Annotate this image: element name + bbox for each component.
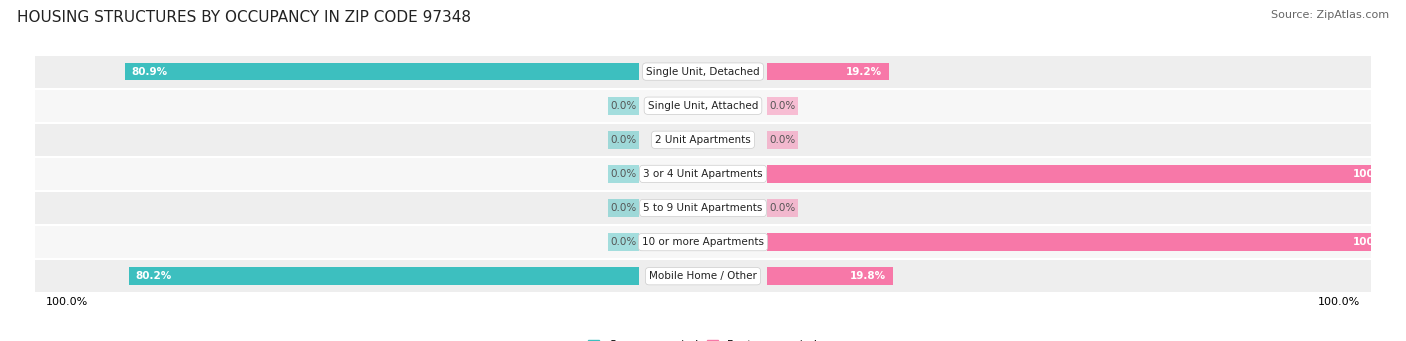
Text: 80.9%: 80.9% [131, 66, 167, 77]
Bar [35, 191, 1371, 225]
Text: 19.2%: 19.2% [846, 66, 883, 77]
Bar [35, 89, 1371, 123]
Bar [607, 233, 640, 251]
Text: 100.0%: 100.0% [1353, 169, 1396, 179]
Bar [607, 165, 640, 183]
Bar [35, 225, 1371, 259]
Bar [766, 63, 889, 80]
Bar [607, 199, 640, 217]
Text: 0.0%: 0.0% [610, 135, 636, 145]
Bar [766, 165, 1403, 183]
Bar [766, 233, 1403, 251]
Text: HOUSING STRUCTURES BY OCCUPANCY IN ZIP CODE 97348: HOUSING STRUCTURES BY OCCUPANCY IN ZIP C… [17, 10, 471, 25]
Text: 0.0%: 0.0% [769, 135, 796, 145]
Text: 10 or more Apartments: 10 or more Apartments [643, 237, 763, 247]
Bar [766, 97, 799, 115]
Bar [129, 267, 640, 285]
Text: 0.0%: 0.0% [610, 203, 636, 213]
Legend: Owner-occupied, Renter-occupied: Owner-occupied, Renter-occupied [583, 336, 823, 341]
Bar [766, 131, 799, 149]
Text: 2 Unit Apartments: 2 Unit Apartments [655, 135, 751, 145]
Text: Mobile Home / Other: Mobile Home / Other [650, 271, 756, 281]
Bar [125, 63, 640, 80]
Bar [35, 157, 1371, 191]
Bar [35, 123, 1371, 157]
Text: 0.0%: 0.0% [610, 169, 636, 179]
Text: Source: ZipAtlas.com: Source: ZipAtlas.com [1271, 10, 1389, 20]
Text: 0.0%: 0.0% [610, 237, 636, 247]
Text: 3 or 4 Unit Apartments: 3 or 4 Unit Apartments [643, 169, 763, 179]
Bar [607, 97, 640, 115]
Bar [766, 267, 893, 285]
Text: 0.0%: 0.0% [610, 101, 636, 111]
Bar [35, 259, 1371, 293]
Text: 5 to 9 Unit Apartments: 5 to 9 Unit Apartments [644, 203, 762, 213]
Bar [766, 199, 799, 217]
Text: 19.8%: 19.8% [851, 271, 886, 281]
Bar [607, 131, 640, 149]
Bar [35, 55, 1371, 89]
Text: 100.0%: 100.0% [1353, 237, 1396, 247]
Text: Single Unit, Detached: Single Unit, Detached [647, 66, 759, 77]
Text: 80.2%: 80.2% [135, 271, 172, 281]
Text: Single Unit, Attached: Single Unit, Attached [648, 101, 758, 111]
Text: 0.0%: 0.0% [769, 101, 796, 111]
Text: 0.0%: 0.0% [769, 203, 796, 213]
